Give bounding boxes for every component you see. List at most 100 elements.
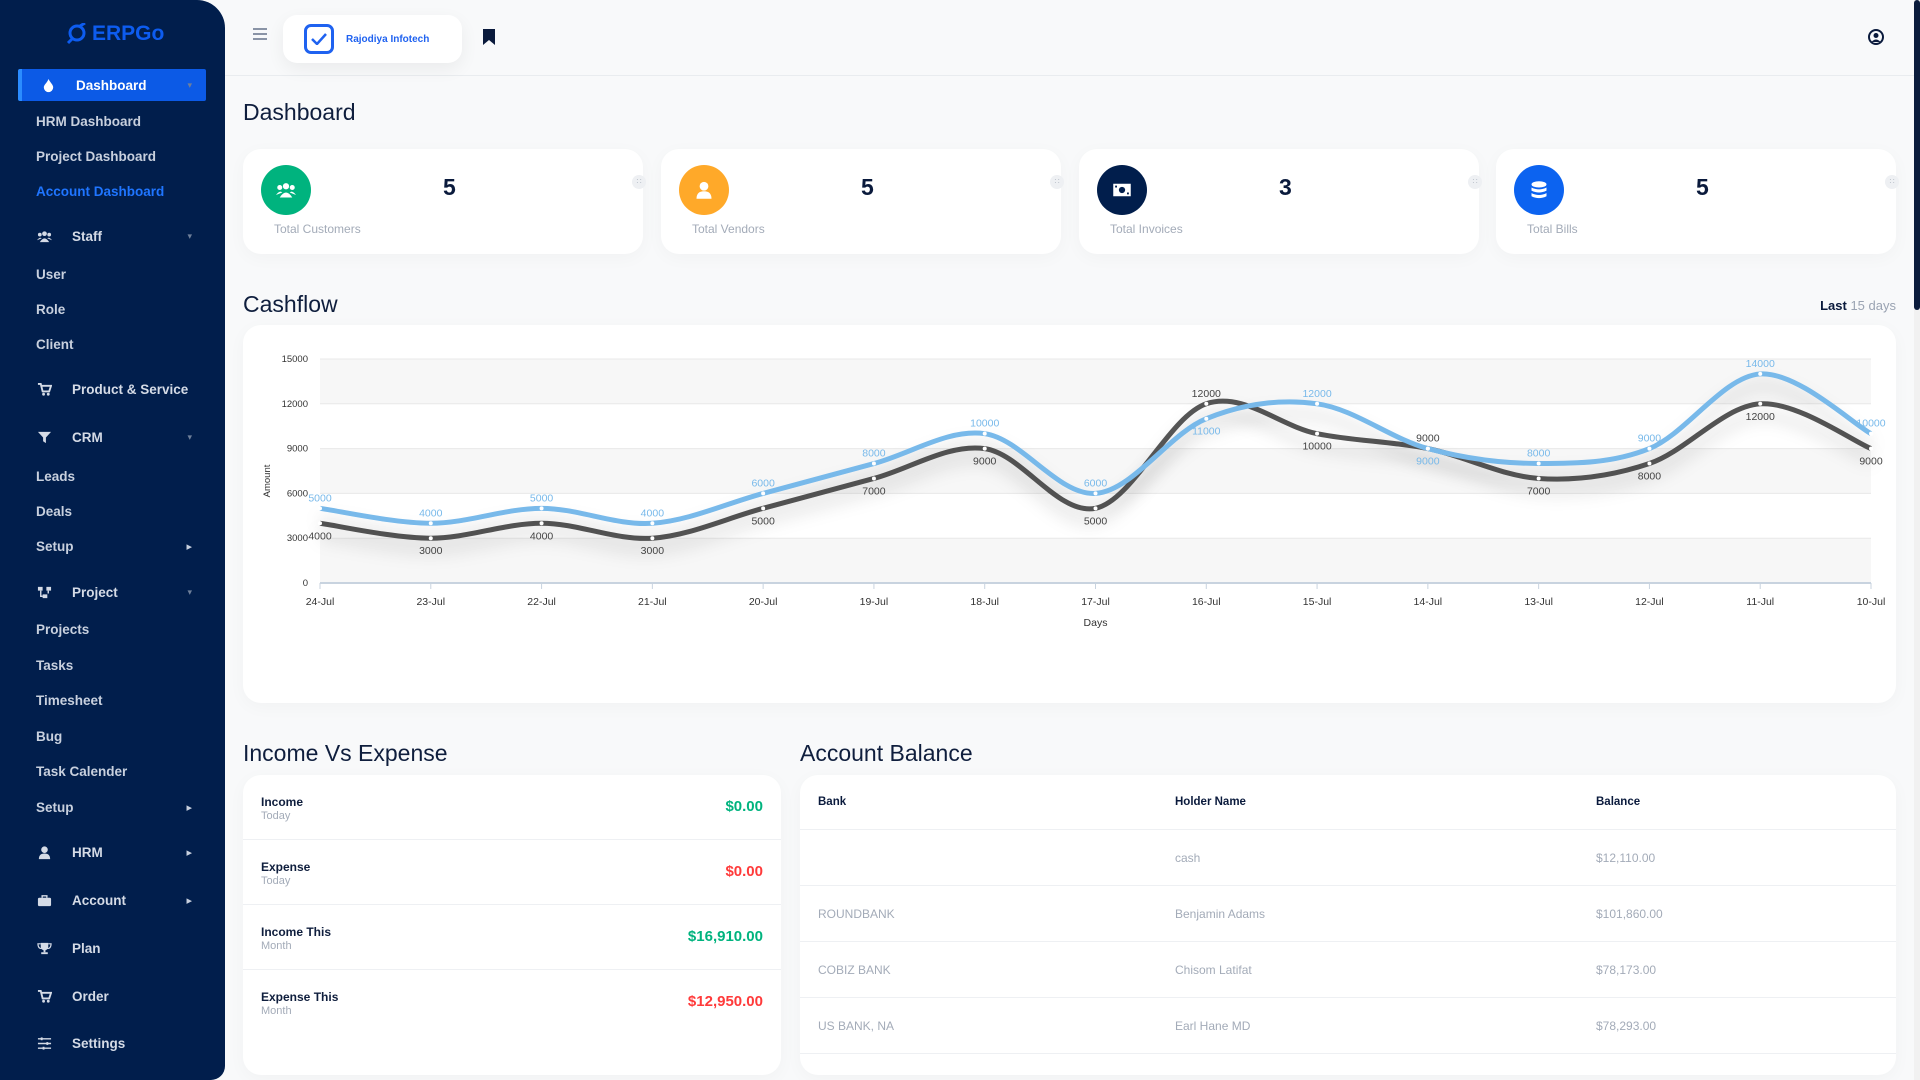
data-point[interactable]: [761, 506, 766, 511]
stat-label: Total Customers: [274, 222, 361, 236]
bank-cell: ROUNDBANK: [818, 906, 895, 921]
scrollbar-thumb[interactable]: [1914, 0, 1920, 310]
column-header[interactable]: Holder Name: [1175, 796, 1246, 808]
sidebar-item-bug[interactable]: Bug: [18, 720, 206, 752]
sidebar-item-setup[interactable]: Setup ▸: [18, 791, 206, 823]
data-point[interactable]: [982, 431, 987, 436]
data-point[interactable]: [1204, 401, 1209, 406]
data-point[interactable]: [1093, 491, 1098, 496]
column-header[interactable]: Balance: [1596, 796, 1641, 808]
bookmark-icon[interactable]: [483, 29, 495, 45]
drag-handle-icon[interactable]: ∷: [1468, 175, 1482, 189]
data-point[interactable]: [318, 506, 322, 511]
row-title: Income: [261, 795, 304, 809]
table-row: COBIZ BANK Chisom Latifat $78,173.00: [800, 942, 1896, 998]
sidebar-item-projects[interactable]: Projects: [18, 613, 206, 645]
row-period: Month: [261, 1005, 292, 1017]
drag-handle-icon[interactable]: ∷: [1050, 175, 1064, 189]
company-switcher[interactable]: Rajodiya Infotech: [283, 15, 462, 63]
data-label: 7000: [862, 485, 886, 497]
sidebar-item-staff[interactable]: Staff ▾: [18, 220, 206, 252]
sidebar-item-hrm[interactable]: HRM ▸: [18, 836, 206, 868]
data-label: 10000: [1856, 418, 1885, 430]
drag-handle-icon[interactable]: ∷: [632, 175, 646, 189]
data-point[interactable]: [428, 521, 433, 526]
data-point[interactable]: [650, 536, 655, 541]
sidebar-item-role[interactable]: Role: [18, 293, 206, 325]
sidebar-item-user[interactable]: User: [18, 258, 206, 290]
stat-card-total-vendors[interactable]: 5 Total Vendors ∷: [661, 149, 1064, 254]
sidebar-item-crm[interactable]: CRM ▾: [18, 421, 206, 453]
cashflow-range[interactable]: Last 15 days: [1820, 298, 1896, 313]
sidebar-item-account-dashboard[interactable]: Account Dashboard: [18, 175, 206, 207]
chevron-right-icon: ▸: [186, 846, 192, 859]
data-point[interactable]: [1758, 371, 1763, 376]
users-icon: [261, 165, 311, 215]
sidebar-item-label: Projects: [36, 621, 90, 637]
sidebar-item-account[interactable]: Account ▸: [18, 884, 206, 916]
data-point[interactable]: [871, 461, 876, 466]
menu-toggle-icon[interactable]: [253, 28, 267, 42]
sidebar-item-leads[interactable]: Leads: [18, 460, 206, 492]
sidebar-item-client[interactable]: Client: [18, 328, 206, 360]
row-amount: $0.00: [725, 798, 763, 815]
sidebar-item-settings[interactable]: Settings: [18, 1027, 206, 1059]
data-point[interactable]: [761, 491, 766, 496]
data-point[interactable]: [1093, 506, 1098, 511]
cart-icon: [36, 381, 52, 397]
data-point[interactable]: [1647, 461, 1652, 466]
column-header[interactable]: Bank: [818, 796, 847, 808]
sidebar-item-label: Project: [72, 584, 118, 600]
sidebar-item-hrm-dashboard[interactable]: HRM Dashboard: [18, 105, 206, 137]
data-point[interactable]: [1869, 431, 1873, 436]
data-point[interactable]: [428, 536, 433, 541]
data-label: 10000: [1302, 441, 1331, 453]
cashflow-chart: 0 3000 6000 9000 12000 15000 24-Jul 23-Jul 22-Ju…: [262, 354, 1886, 629]
data-point[interactable]: [318, 521, 322, 526]
sidebar-item-timesheet[interactable]: Timesheet: [18, 684, 206, 716]
account-balance-title: Account Balance: [800, 740, 973, 766]
x-tick-label: 22-Jul: [527, 596, 556, 608]
sidebar-item-dashboard[interactable]: Dashboard ▾: [18, 69, 206, 101]
data-point[interactable]: [982, 446, 987, 451]
sidebar-item-product-service[interactable]: Product & Service: [18, 373, 206, 405]
row-period: Today: [261, 810, 291, 822]
data-point[interactable]: [539, 521, 544, 526]
data-point[interactable]: [1315, 401, 1320, 406]
trophy-icon: [36, 940, 52, 956]
sidebar-item-label: Timesheet: [36, 692, 103, 708]
sidebar-item-deals[interactable]: Deals: [18, 495, 206, 527]
stat-card-total-customers[interactable]: 5 Total Customers ∷: [243, 149, 646, 254]
range-prefix: Last: [1820, 298, 1847, 313]
data-point[interactable]: [1647, 446, 1652, 451]
stat-card-total-bills[interactable]: 5 Total Bills ∷: [1496, 149, 1899, 254]
data-point[interactable]: [1315, 431, 1320, 436]
drag-handle-icon[interactable]: ∷: [1885, 175, 1899, 189]
sidebar-item-project-dashboard[interactable]: Project Dashboard: [18, 140, 206, 172]
data-point[interactable]: [1869, 446, 1873, 451]
data-label: 12000: [1302, 388, 1331, 400]
data-point[interactable]: [539, 506, 544, 511]
data-point[interactable]: [1425, 446, 1430, 451]
sidebar-item-label: HRM: [72, 844, 103, 860]
data-point[interactable]: [1536, 461, 1541, 466]
sidebar-item-tasks[interactable]: Tasks: [18, 649, 206, 681]
user-profile-icon[interactable]: [1868, 29, 1884, 45]
data-point[interactable]: [1204, 416, 1209, 421]
data-point[interactable]: [1758, 401, 1763, 406]
data-point[interactable]: [1536, 476, 1541, 481]
sidebar-item-task-calender[interactable]: Task Calender: [18, 755, 206, 787]
sidebar-item-setup[interactable]: Setup ▸: [18, 530, 206, 562]
stat-card-total-invoices[interactable]: 3 Total Invoices ∷: [1079, 149, 1482, 254]
data-label: 5000: [751, 515, 775, 527]
page-scrollbar[interactable]: [1914, 0, 1920, 1080]
sidebar-item-plan[interactable]: Plan: [18, 932, 206, 964]
sidebar-item-label: Bug: [36, 728, 63, 744]
logo[interactable]: ERPGo: [66, 22, 164, 46]
stat-label: Total Bills: [1527, 222, 1578, 236]
holder-name-cell: Chisom Latifat: [1175, 962, 1252, 977]
sidebar-item-order[interactable]: Order: [18, 980, 206, 1012]
data-point[interactable]: [650, 521, 655, 526]
sidebar-item-project[interactable]: Project ▾: [18, 576, 206, 608]
data-point[interactable]: [871, 476, 876, 481]
